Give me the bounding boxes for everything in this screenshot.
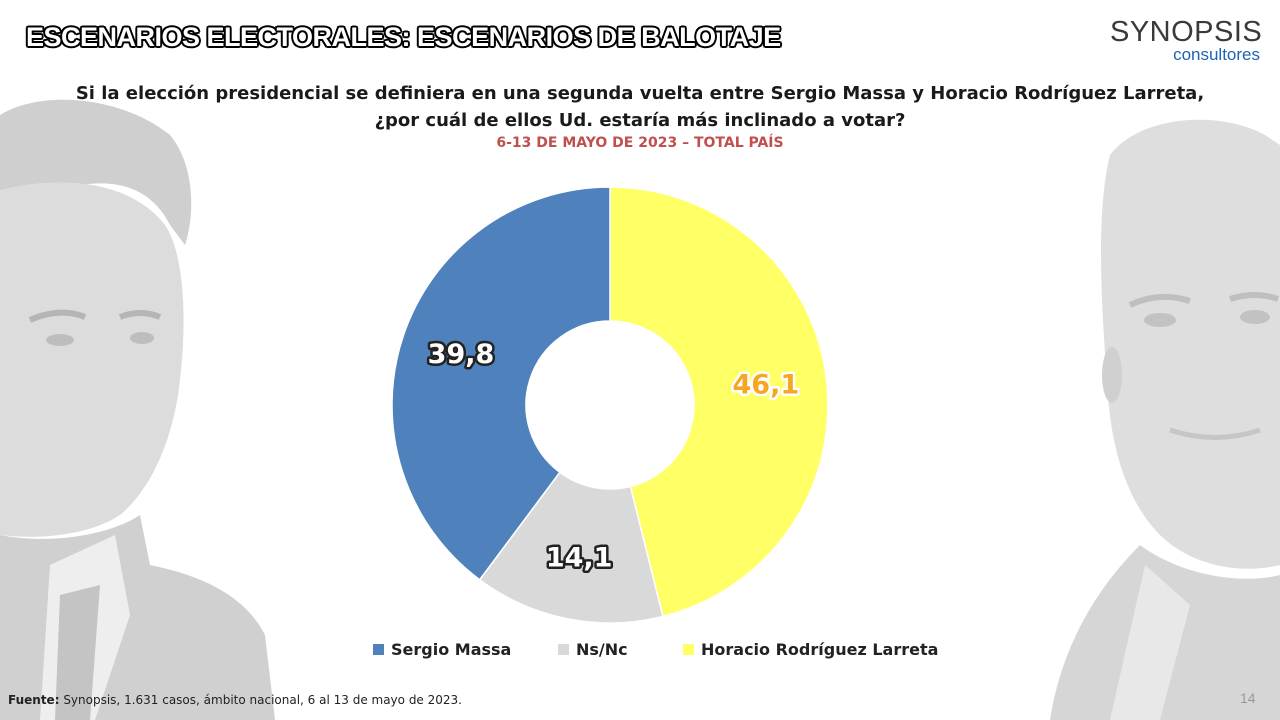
question-line-2: ¿por cuál de ellos Ud. estaría más incli… bbox=[374, 110, 906, 131]
pie-slice-ns-nc bbox=[478, 471, 664, 624]
logo-sub-text: consultores bbox=[1173, 45, 1260, 64]
source-footnote: Fuente: Synopsis, 1.631 casos, ámbito na… bbox=[8, 693, 462, 707]
footnote-text: Synopsis, 1.631 casos, ámbito nacional, … bbox=[59, 693, 462, 707]
legend-label: Sergio Massa bbox=[391, 640, 512, 659]
legend-label: Horacio Rodríguez Larreta bbox=[701, 640, 939, 659]
pie-label-sergio-massa: 39,8 bbox=[428, 339, 495, 370]
logo-main-text: SYNOPSIS bbox=[1110, 16, 1263, 48]
question-line-1: Si la elección presidencial se definiera… bbox=[75, 83, 1205, 104]
chart-legend: Sergio Massa Ns/Nc Horacio Rodríguez Lar… bbox=[0, 640, 1280, 664]
donut-chart: 46,1 14,1 39,8 bbox=[391, 186, 829, 624]
pie-slice-sergio-massa bbox=[391, 186, 611, 581]
legend-item-ns-nc: Ns/Nc bbox=[558, 640, 628, 659]
pie-slice-horacio-rodr-guez-larreta bbox=[609, 186, 829, 618]
legend-swatch bbox=[683, 644, 694, 655]
company-logo: SYNOPSIS consultores bbox=[1110, 16, 1263, 66]
legend-item-sergio-massa: Sergio Massa bbox=[373, 640, 511, 659]
pie-label-ns-nc: 14,1 bbox=[546, 542, 613, 573]
survey-question: Si la elección presidencial se definiera… bbox=[0, 80, 1280, 134]
portrait-left bbox=[0, 99, 275, 720]
footnote-label: Fuente: bbox=[8, 693, 60, 707]
legend-swatch bbox=[558, 644, 569, 655]
chart-subtitle: 6-13 DE MAYO DE 2023 – TOTAL PAÍS bbox=[496, 135, 784, 151]
page-number: 14 bbox=[1240, 690, 1256, 706]
legend-item-horacio-rodriguez-larreta: Horacio Rodríguez Larreta bbox=[683, 640, 938, 659]
pie-label-horacio-rodr-guez-larreta: 46,1 bbox=[733, 369, 800, 400]
legend-swatch bbox=[373, 644, 384, 655]
slide-title: ESCENARIOS ELECTORALES: ESCENARIOS DE BA… bbox=[26, 22, 781, 52]
portrait-right bbox=[1050, 119, 1280, 720]
legend-label: Ns/Nc bbox=[576, 640, 628, 659]
